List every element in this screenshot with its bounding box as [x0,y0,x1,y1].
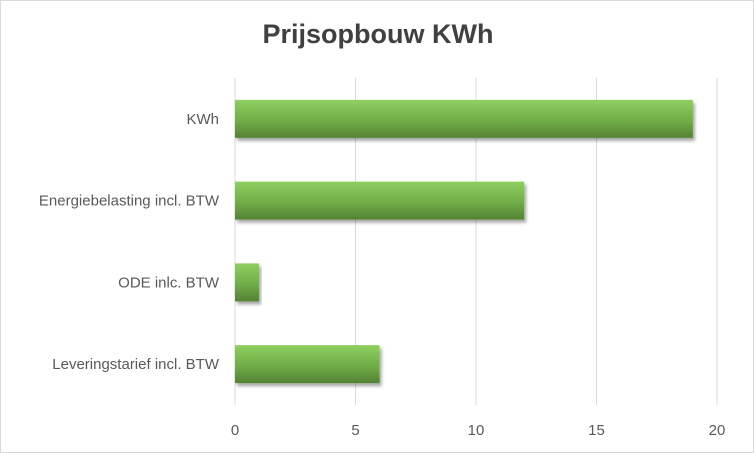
category-label: KWh [186,111,219,128]
bar-1 [235,181,525,220]
x-tick-label: 0 [231,422,239,439]
category-label: ODE inlc. BTW [118,274,220,291]
bar-3 [235,345,380,384]
category-label: Leveringstarief incl. BTW [52,356,220,373]
x-tick-label: 10 [468,422,485,439]
bar-2 [235,263,260,302]
x-tick-label: 5 [351,422,359,439]
category-label: Energiebelasting incl. BTW [39,193,220,210]
x-tick-label: 15 [588,422,605,439]
chart-title: Prijsopbouw KWh [262,19,494,49]
bar-0 [235,99,693,138]
x-tick-label: 20 [709,422,726,439]
